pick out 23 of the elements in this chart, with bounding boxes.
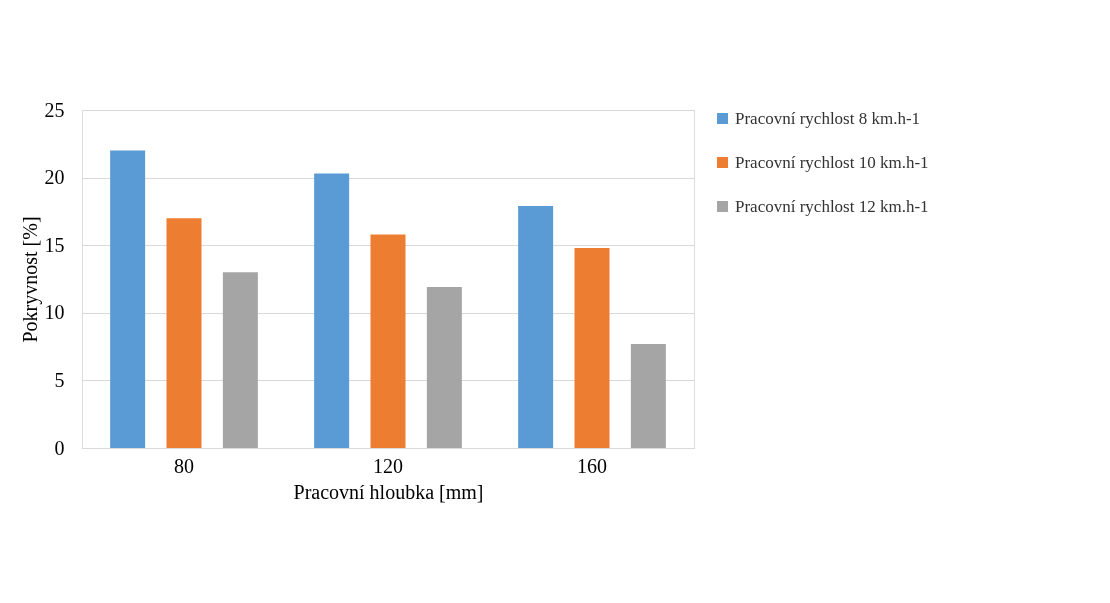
legend-label: Pracovní rychlost 8 km.h-1 bbox=[735, 108, 921, 128]
bar bbox=[166, 218, 202, 448]
y-tick-label: 5 bbox=[54, 368, 65, 391]
legend-label: Pracovní rychlost 10 km.h-1 bbox=[735, 152, 929, 172]
y-tick-label: 25 bbox=[44, 98, 65, 121]
y-axis-title: Pokryvnost [%] bbox=[18, 216, 42, 343]
bar bbox=[314, 173, 350, 448]
y-tick-label: 10 bbox=[44, 301, 65, 324]
bar bbox=[426, 287, 462, 448]
bar bbox=[110, 150, 146, 448]
legend-label: Pracovní rychlost 12 km.h-1 bbox=[735, 196, 929, 216]
x-axis-title: Pracovní hloubka [mm] bbox=[293, 480, 484, 503]
bar bbox=[370, 234, 406, 448]
y-tick-label: 0 bbox=[54, 436, 65, 459]
y-tick-label: 15 bbox=[44, 233, 65, 256]
x-tick-label: 120 bbox=[373, 454, 403, 477]
bar bbox=[574, 247, 610, 448]
bar bbox=[630, 343, 666, 448]
y-tick-label: 20 bbox=[44, 166, 65, 189]
bar bbox=[222, 272, 258, 448]
x-tick-label: 160 bbox=[577, 454, 607, 477]
bar bbox=[518, 205, 554, 448]
x-tick-label: 80 bbox=[174, 454, 194, 477]
